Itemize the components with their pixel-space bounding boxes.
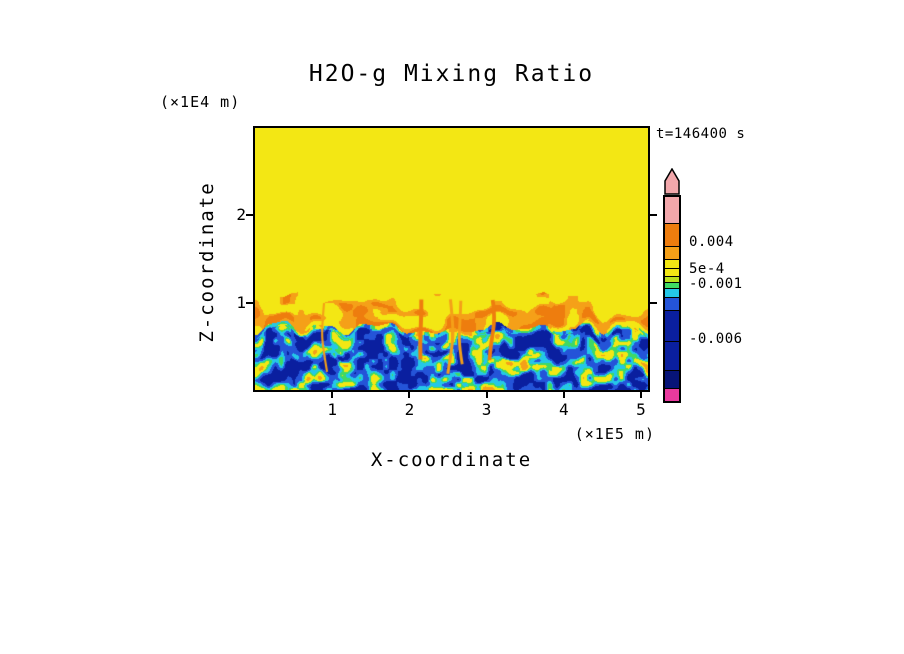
colorbar-segment bbox=[665, 297, 679, 310]
x-axis-label: X-coordinate bbox=[370, 449, 533, 471]
colorbar-segment bbox=[665, 341, 679, 370]
colorbar-arrow-icon bbox=[664, 168, 680, 195]
colorbar-segment bbox=[665, 259, 679, 268]
colorbar-scale bbox=[663, 195, 681, 403]
y-axis-label: Z-coordinate bbox=[196, 181, 218, 343]
colorbar-segment bbox=[665, 197, 679, 223]
x-tick bbox=[562, 392, 565, 398]
colorbar-segment bbox=[665, 282, 679, 288]
chart-title: H2O-g Mixing Ratio bbox=[308, 61, 595, 87]
x-tick-label: 3 bbox=[481, 400, 492, 419]
x-tick bbox=[408, 392, 411, 398]
x-tick bbox=[485, 392, 488, 398]
colorbar-segment bbox=[665, 288, 679, 297]
colorbar-label: 5e-4 bbox=[689, 260, 725, 277]
colorbar-segment bbox=[665, 268, 679, 276]
plot-area bbox=[253, 126, 650, 392]
colorbar-segment bbox=[665, 223, 679, 246]
x-tick-label: 1 bbox=[327, 400, 337, 419]
colorbar-segment bbox=[665, 246, 679, 259]
colorbar-segment bbox=[665, 276, 679, 282]
y-tick-label: 1 bbox=[236, 292, 246, 312]
y-tick-label: 2 bbox=[236, 205, 246, 225]
x-tick-label: 2 bbox=[404, 400, 415, 419]
x-tick bbox=[640, 392, 642, 398]
x-tick-label: 4 bbox=[558, 400, 569, 419]
colorbar-label: 0.004 bbox=[689, 234, 734, 250]
colorbar-segment bbox=[665, 388, 679, 401]
y-tick bbox=[650, 214, 657, 217]
colorbar-segment bbox=[665, 370, 679, 388]
x-axis-unit: (×1E5 m) bbox=[574, 425, 655, 443]
field-canvas bbox=[255, 128, 648, 390]
colorbar bbox=[663, 168, 681, 403]
y-axis-unit: (×1E4 m) bbox=[160, 93, 241, 111]
y-tick bbox=[246, 214, 253, 217]
x-tick-label: 5 bbox=[636, 400, 646, 419]
colorbar-label: -0.006 bbox=[689, 330, 743, 347]
y-tick bbox=[650, 301, 657, 304]
x-tick bbox=[331, 392, 334, 398]
colorbar-label: -0.001 bbox=[689, 275, 743, 292]
time-annotation: t=146400 s bbox=[656, 126, 746, 142]
colorbar-segment bbox=[665, 310, 679, 341]
y-tick bbox=[246, 301, 253, 304]
